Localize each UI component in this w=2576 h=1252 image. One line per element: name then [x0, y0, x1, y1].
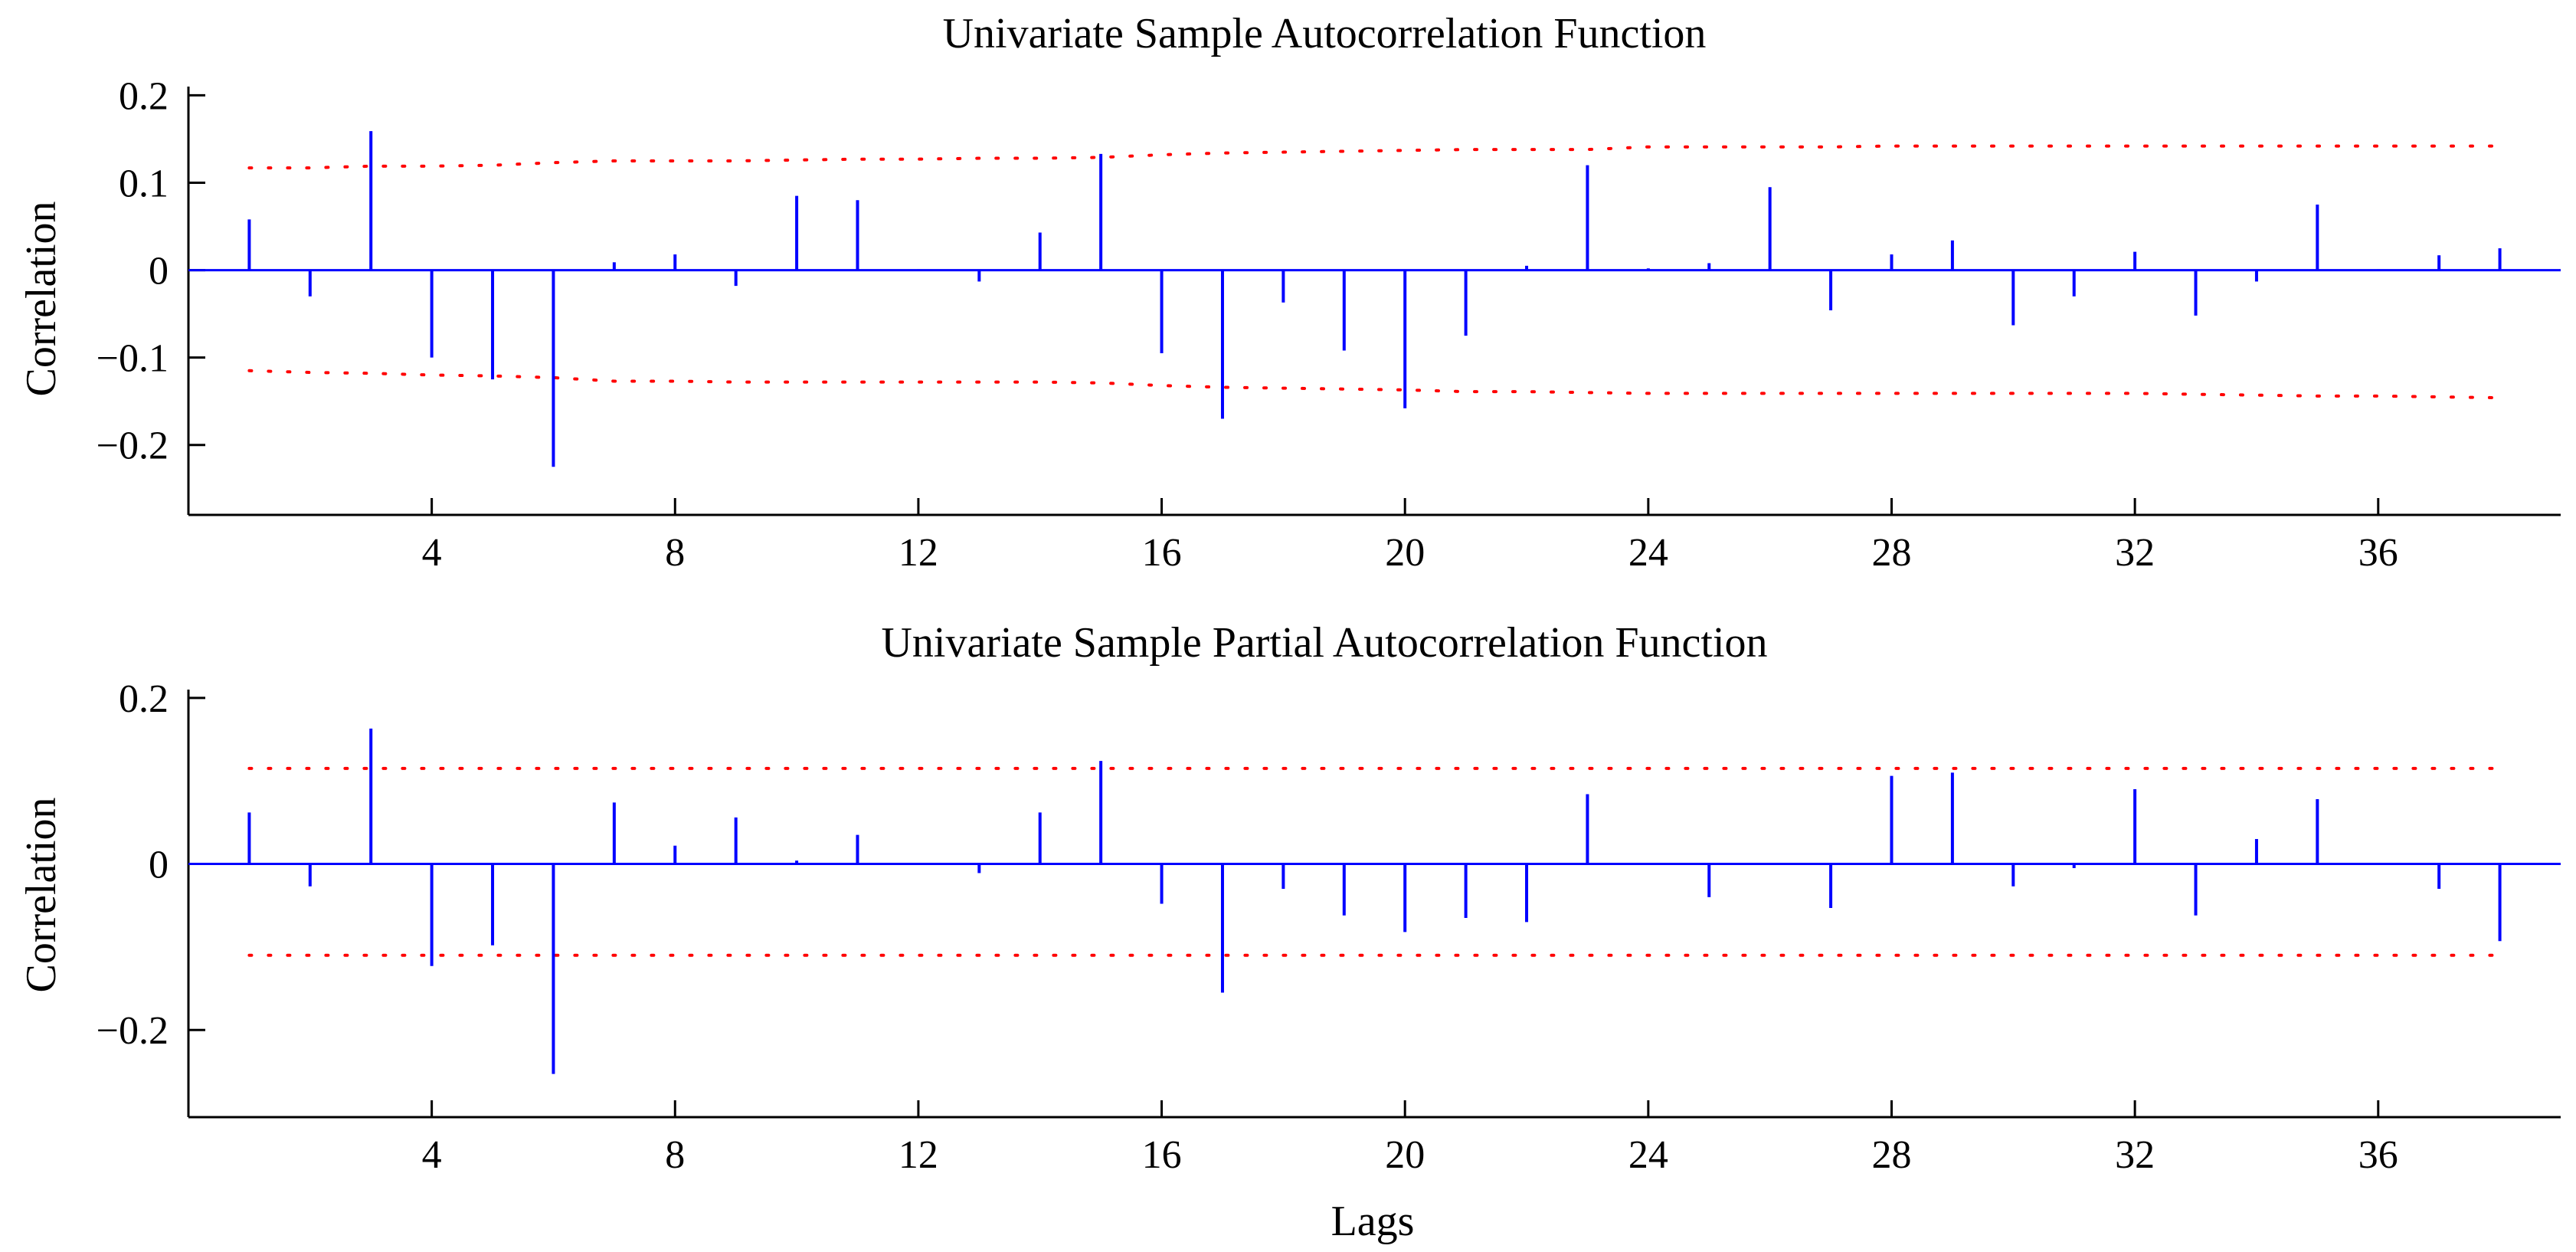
- pacf-x-tick-label: 32: [2115, 1133, 2155, 1177]
- pacf-plot-area: 0.2 0 −0.2 4 8 12 16 20 24 28 32 36: [97, 677, 2561, 1177]
- pacf-x-tick-label: 4: [422, 1133, 442, 1177]
- acf-chart: Univariate Sample Autocorrelation Functi…: [18, 10, 2561, 575]
- pacf-x-tick-label: 28: [1871, 1133, 1911, 1177]
- acf-x-tick-label: 24: [1628, 531, 1668, 575]
- pacf-x-tick-label: 24: [1628, 1133, 1668, 1177]
- pacf-ylabel: Correlation: [18, 797, 65, 992]
- pacf-title: Univariate Sample Partial Autocorrelatio…: [881, 619, 1767, 667]
- acf-x-tick-label: 8: [665, 531, 685, 575]
- pacf-chart: Univariate Sample Partial Autocorrelatio…: [18, 619, 2561, 1245]
- pacf-x-tick-label: 20: [1385, 1133, 1425, 1177]
- pacf-y-tick-label: 0: [149, 844, 169, 887]
- pacf-x-tick-label: 16: [1142, 1133, 1182, 1177]
- acf-lower-bound: [247, 369, 2502, 400]
- acf-x-tick-label: 20: [1385, 531, 1425, 575]
- acf-x-tick-label: 32: [2115, 531, 2155, 575]
- acf-x-tick-label: 36: [2358, 531, 2398, 575]
- acf-x-tick-label: 4: [422, 531, 442, 575]
- acf-x-tick-label: 12: [898, 531, 938, 575]
- pacf-x-tick-label: 8: [665, 1133, 685, 1177]
- acf-ylabel: Correlation: [18, 201, 65, 396]
- pacf-xlabel: Lags: [1331, 1198, 1415, 1245]
- acf-x-tick-label: 16: [1142, 531, 1182, 575]
- pacf-x-tick-label: 36: [2358, 1133, 2398, 1177]
- acf-upper-bound: [247, 144, 2502, 170]
- acf-y-tick-label: −0.1: [97, 337, 169, 381]
- pacf-y-tick-label: −0.2: [97, 1009, 169, 1053]
- acf-y-tick-label: 0.1: [119, 162, 169, 205]
- acf-plot-area: 0.2 0.1 0 −0.1 −0.2 4 8 12 16 20 24 28 32 36: [97, 74, 2561, 575]
- acf-y-tick-label: 0.2: [119, 74, 169, 118]
- acf-y-tick-label: 0: [149, 250, 169, 293]
- acf-x-tick-label: 28: [1871, 531, 1911, 575]
- pacf-y-tick-label: 0.2: [119, 677, 169, 721]
- pacf-x-tick-label: 12: [898, 1133, 938, 1177]
- acf-title: Univariate Sample Autocorrelation Functi…: [943, 10, 1707, 57]
- acf-y-tick-label: −0.2: [97, 424, 169, 468]
